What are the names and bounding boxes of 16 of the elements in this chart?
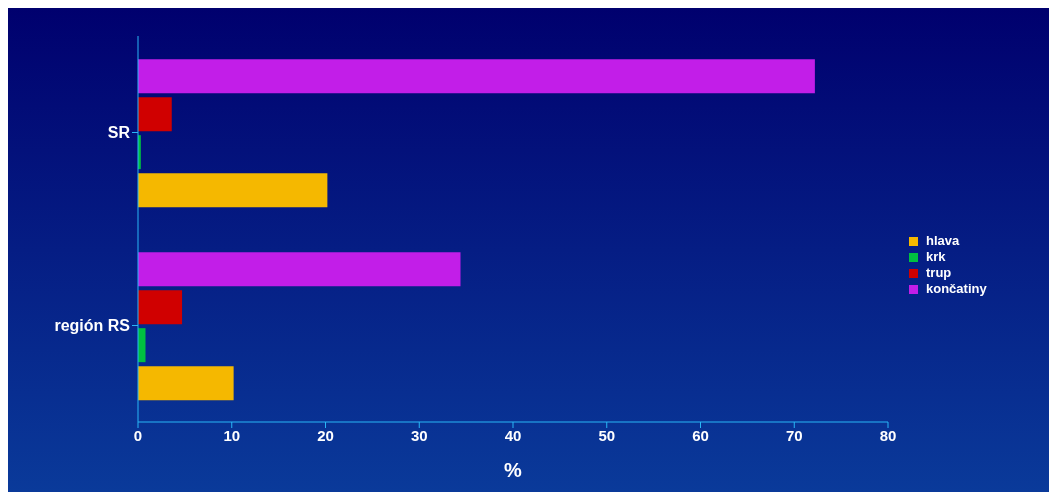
x-tick-label: 30 [410,426,428,444]
x-tick-label: 70 [785,426,803,444]
legend-label: trup [926,265,952,281]
y-tick-label: SR [107,124,131,142]
x-tick-label: 10 [223,426,241,444]
x-tick-label: 50 [598,426,616,444]
x-tick-label: 0 [133,426,143,444]
y-tick-label: región RS [54,317,131,335]
x-tick-label: 60 [692,426,709,444]
legend-label: krk [926,249,946,265]
legend-label: hlava [926,233,960,249]
legend-label: končatiny [926,281,987,297]
x-axis-title: % [504,459,523,481]
x-tick-label: 20 [317,426,334,444]
x-tick-label: 40 [504,426,522,444]
x-tick-label: 80 [879,426,897,444]
